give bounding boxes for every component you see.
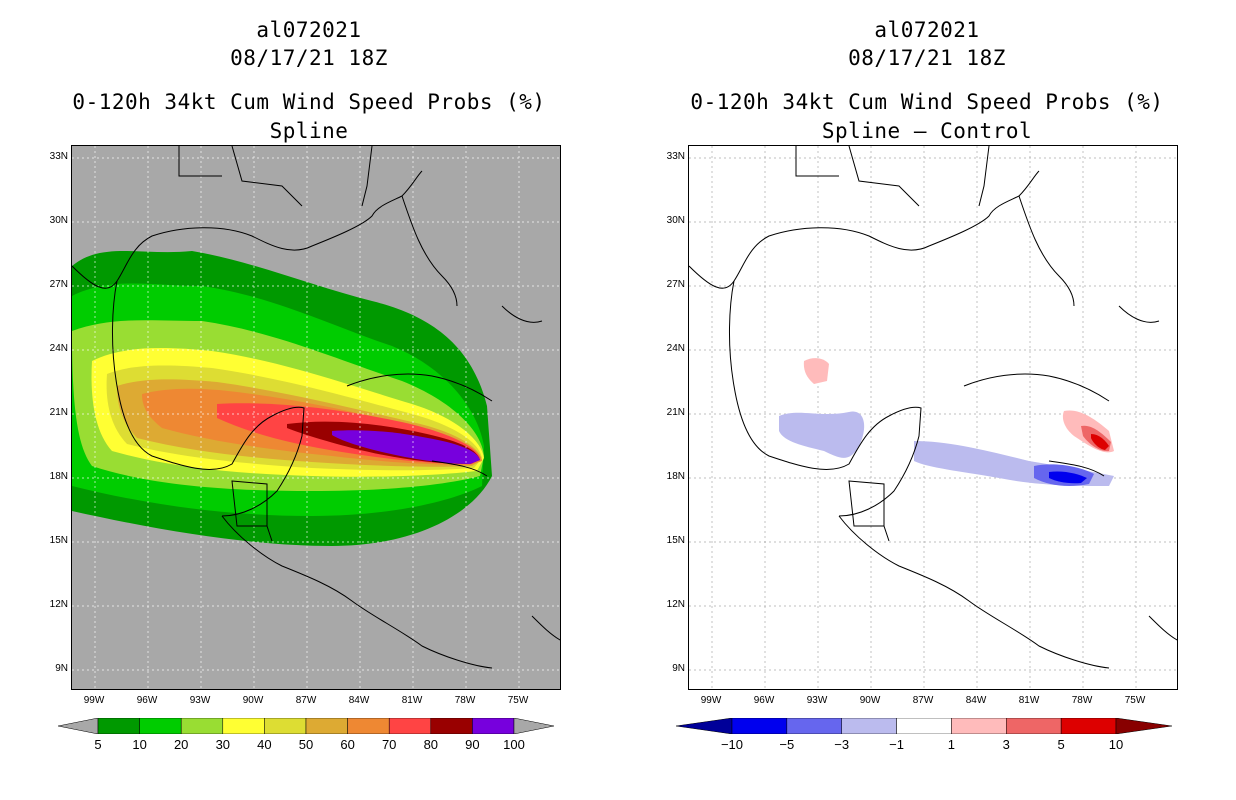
contour-90: [332, 430, 480, 464]
colorbar-label: −5: [779, 737, 795, 752]
product-title: 0-120h 34kt Cum Wind Speed Probs (%): [72, 90, 546, 114]
diff-patch-negative: [1049, 471, 1087, 484]
colorbar-label: −3: [834, 737, 850, 752]
colorbar-end-right: [513, 718, 554, 734]
colorbar-bin: [430, 718, 473, 734]
datetime-title: 08/17/21 18Z: [230, 46, 388, 70]
colorbar-label: 5: [1057, 737, 1065, 752]
right-panel: al072021 08/17/21 18Z 0-120h 34kt Cum Wi…: [618, 0, 1236, 800]
colorbar-bin: [139, 718, 182, 734]
colorbar-bin: [731, 718, 788, 734]
probability-map: [71, 145, 561, 690]
left-panel: al072021 08/17/21 18Z 0-120h 34kt Cum Wi…: [49, 18, 561, 752]
subtitle: Spline: [269, 119, 349, 143]
colorbar-label: 90: [465, 737, 480, 752]
lat-label: 15N: [49, 535, 68, 546]
colorbar-bin: [180, 718, 224, 734]
colorbar-end-right: [1115, 718, 1172, 734]
lon-label: 90W: [242, 695, 264, 706]
colorbar-label: −1: [889, 737, 904, 752]
difference-map: [688, 145, 1178, 690]
coastlines: [72, 146, 560, 669]
subtitle: Spline – Control: [821, 119, 1033, 143]
lat-label: 27N: [49, 279, 68, 290]
lat-label: 9N: [55, 663, 68, 674]
lon-label: 99W: [700, 695, 722, 706]
colorbar-bin: [388, 718, 432, 734]
lon-label: 90W: [859, 695, 881, 706]
colorbar-end-left: [676, 718, 733, 734]
lon-label: 93W: [189, 695, 211, 706]
storm-id-title: al072021: [256, 18, 362, 42]
diff-patch-negative: [779, 411, 865, 458]
colorbar-bin: [305, 718, 348, 734]
colorbar-bin: [264, 718, 307, 734]
diff-patch-positive: [1091, 434, 1109, 450]
colorbar-label: 10: [1108, 737, 1124, 752]
colorbar-bin: [896, 718, 952, 734]
lat-label: 18N: [666, 471, 685, 482]
lon-label: 84W: [965, 695, 987, 706]
lon-label: 96W: [753, 695, 775, 706]
lon-label: 75W: [507, 695, 529, 706]
colorbar: [58, 718, 554, 734]
lat-label: 12N: [666, 599, 685, 610]
lon-label: 93W: [806, 695, 828, 706]
lat-label: 24N: [49, 343, 68, 354]
lat-label: 21N: [666, 407, 685, 418]
lat-label: 9N: [672, 663, 685, 674]
lon-label: 81W: [1018, 695, 1040, 706]
lon-label: 81W: [401, 695, 423, 706]
lat-label: 24N: [666, 343, 685, 354]
storm-id-title: al072021: [874, 18, 980, 42]
lat-label: 21N: [49, 407, 68, 418]
colorbar-label: 40: [257, 737, 272, 752]
colorbar-bin: [786, 718, 842, 734]
colorbar-bin: [222, 718, 265, 734]
lon-label: 78W: [454, 695, 476, 706]
lat-label: 18N: [49, 471, 68, 482]
colorbar-label: 5: [94, 737, 102, 752]
lat-label: 12N: [49, 599, 68, 610]
colorbar-label: 20: [173, 737, 189, 752]
lon-label: 99W: [83, 695, 105, 706]
colorbar-label: 70: [381, 737, 397, 752]
lon-label: 84W: [348, 695, 370, 706]
datetime-title: 08/17/21 18Z: [848, 46, 1006, 70]
lat-label: 33N: [49, 151, 68, 162]
product-title: 0-120h 34kt Cum Wind Speed Probs (%): [690, 90, 1164, 114]
lon-label: 87W: [295, 695, 317, 706]
colorbar-label: 30: [215, 737, 231, 752]
colorbar-label: 10: [132, 737, 147, 752]
colorbar-bin: [951, 718, 1007, 734]
lat-label: 30N: [49, 215, 68, 226]
coastlines: [689, 146, 1177, 669]
colorbar-bin: [347, 718, 390, 734]
lon-label: 75W: [1124, 695, 1146, 706]
colorbar-label: 3: [1002, 737, 1010, 752]
colorbar-label: 60: [340, 737, 355, 752]
lon-label: 96W: [136, 695, 158, 706]
diff-patch-positive: [803, 358, 829, 384]
colorbar-bin: [841, 718, 897, 734]
colorbar: [676, 718, 1172, 734]
colorbar-label: −10: [720, 737, 744, 752]
colorbar-label: 1: [947, 737, 956, 752]
colorbar-end-left: [58, 718, 99, 734]
lat-label: 33N: [666, 151, 685, 162]
colorbar-label: 50: [298, 737, 314, 752]
lat-label: 27N: [666, 279, 685, 290]
colorbar-bin: [1060, 718, 1117, 734]
lon-label: 87W: [912, 695, 934, 706]
colorbar-bin: [472, 718, 515, 734]
lon-label: 78W: [1071, 695, 1093, 706]
colorbar-bin: [1006, 718, 1062, 734]
colorbar-label: 80: [423, 737, 439, 752]
lat-label: 30N: [666, 215, 685, 226]
colorbar-label: 100: [503, 737, 525, 752]
colorbar-bin: [97, 718, 140, 734]
lat-label: 15N: [666, 535, 685, 546]
